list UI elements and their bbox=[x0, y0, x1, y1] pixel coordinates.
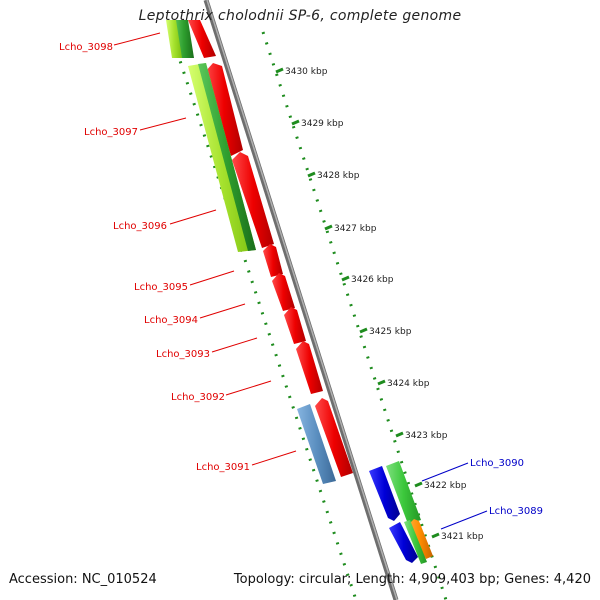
ruler-tick-label: 3428 kbp bbox=[317, 171, 360, 181]
gene-label[interactable]: Lcho_3095 bbox=[134, 282, 188, 293]
ruler-tick-label: 3422 kbp bbox=[424, 481, 467, 491]
ruler-tick-label: 3421 kbp bbox=[441, 532, 484, 542]
gene-arrow[interactable] bbox=[263, 244, 283, 277]
callout-leader-line bbox=[211, 337, 258, 353]
ruler-tick bbox=[431, 532, 440, 539]
inner-tick-ring bbox=[168, 29, 358, 600]
gene-arrow[interactable] bbox=[272, 273, 295, 311]
gene-label[interactable]: Lcho_3093 bbox=[156, 349, 210, 360]
backbone-highlight bbox=[206, 0, 398, 600]
ruler-tick-label: 3429 kbp bbox=[301, 119, 344, 129]
gene-arrow[interactable] bbox=[389, 522, 418, 563]
gene-arrow[interactable] bbox=[296, 341, 323, 394]
ruler-tick bbox=[377, 379, 386, 386]
gene-label[interactable]: Lcho_3090 bbox=[470, 458, 524, 469]
gene-label[interactable]: Lcho_3097 bbox=[84, 127, 138, 138]
gene-arrow[interactable] bbox=[188, 20, 216, 58]
callout-leader-line bbox=[440, 510, 488, 530]
ruler-tick bbox=[414, 481, 423, 488]
ruler-tick-label: 3424 kbp bbox=[387, 379, 430, 389]
ruler-tick bbox=[275, 67, 284, 74]
gene-arrow[interactable] bbox=[232, 152, 274, 248]
ruler-tick-label: 3425 kbp bbox=[369, 327, 412, 337]
feature-tracks bbox=[166, 20, 433, 564]
callout-leader-line bbox=[169, 209, 217, 225]
ruler-tick bbox=[291, 119, 300, 126]
gene-arrow[interactable] bbox=[315, 398, 353, 477]
gene-block[interactable] bbox=[404, 520, 427, 564]
ruler-tick bbox=[307, 171, 316, 178]
gene-label[interactable]: Lcho_3089 bbox=[489, 506, 543, 517]
gene-arrow[interactable] bbox=[205, 63, 243, 156]
callout-leader-line bbox=[225, 380, 272, 396]
ruler-tick bbox=[395, 431, 404, 438]
callout-leader-line bbox=[189, 270, 235, 286]
ruler-tick-label: 3426 kbp bbox=[351, 275, 394, 285]
genome-backbone bbox=[203, 0, 399, 600]
callout-leader-line bbox=[139, 117, 187, 131]
ruler-tick-label: 3430 kbp bbox=[285, 67, 328, 77]
ruler-tick bbox=[359, 327, 368, 334]
gene-callouts: Lcho_3098 Lcho_3097 Lcho_3096 Lcho_3095 Lcho… bbox=[59, 32, 543, 530]
gene-label[interactable]: Lcho_3096 bbox=[113, 221, 167, 232]
gene-label[interactable]: Lcho_3094 bbox=[144, 315, 198, 326]
callout-leader-line bbox=[199, 303, 246, 319]
gene-block[interactable] bbox=[166, 20, 182, 58]
gene-arrow[interactable] bbox=[284, 307, 306, 344]
genome-summary: Topology: circular; Length: 4,909,403 bp… bbox=[233, 572, 591, 587]
gene-label[interactable]: Lcho_3091 bbox=[196, 462, 250, 473]
ruler-tick bbox=[324, 224, 333, 231]
gene-arrow[interactable] bbox=[369, 466, 400, 521]
accession-label: Accession: NC_010524 bbox=[9, 572, 157, 587]
reverse-strand-features bbox=[369, 466, 418, 563]
gene-block[interactable] bbox=[386, 461, 421, 524]
callout-leader-line bbox=[113, 32, 161, 46]
ruler-tick bbox=[341, 275, 350, 282]
callout-leader-line bbox=[421, 462, 469, 482]
gene-block[interactable] bbox=[297, 404, 336, 484]
ruler-tick-label: 3427 kbp bbox=[334, 224, 377, 234]
ruler-tick-label: 3423 kbp bbox=[405, 431, 448, 441]
gene-block[interactable] bbox=[198, 63, 256, 251]
outer-tick-ring bbox=[261, 31, 448, 600]
callout-leader-line bbox=[251, 450, 297, 466]
kbp-ruler: 3430 kbp 3429 kbp 3428 kbp 3427 kbp 3426 kbp… bbox=[275, 67, 484, 542]
map-title: Leptothrix cholodnii SP-6, complete geno… bbox=[138, 8, 462, 24]
forward-strand-features bbox=[188, 20, 353, 477]
gene-label[interactable]: Lcho_3092 bbox=[171, 392, 225, 403]
gene-label[interactable]: Lcho_3098 bbox=[59, 42, 113, 53]
